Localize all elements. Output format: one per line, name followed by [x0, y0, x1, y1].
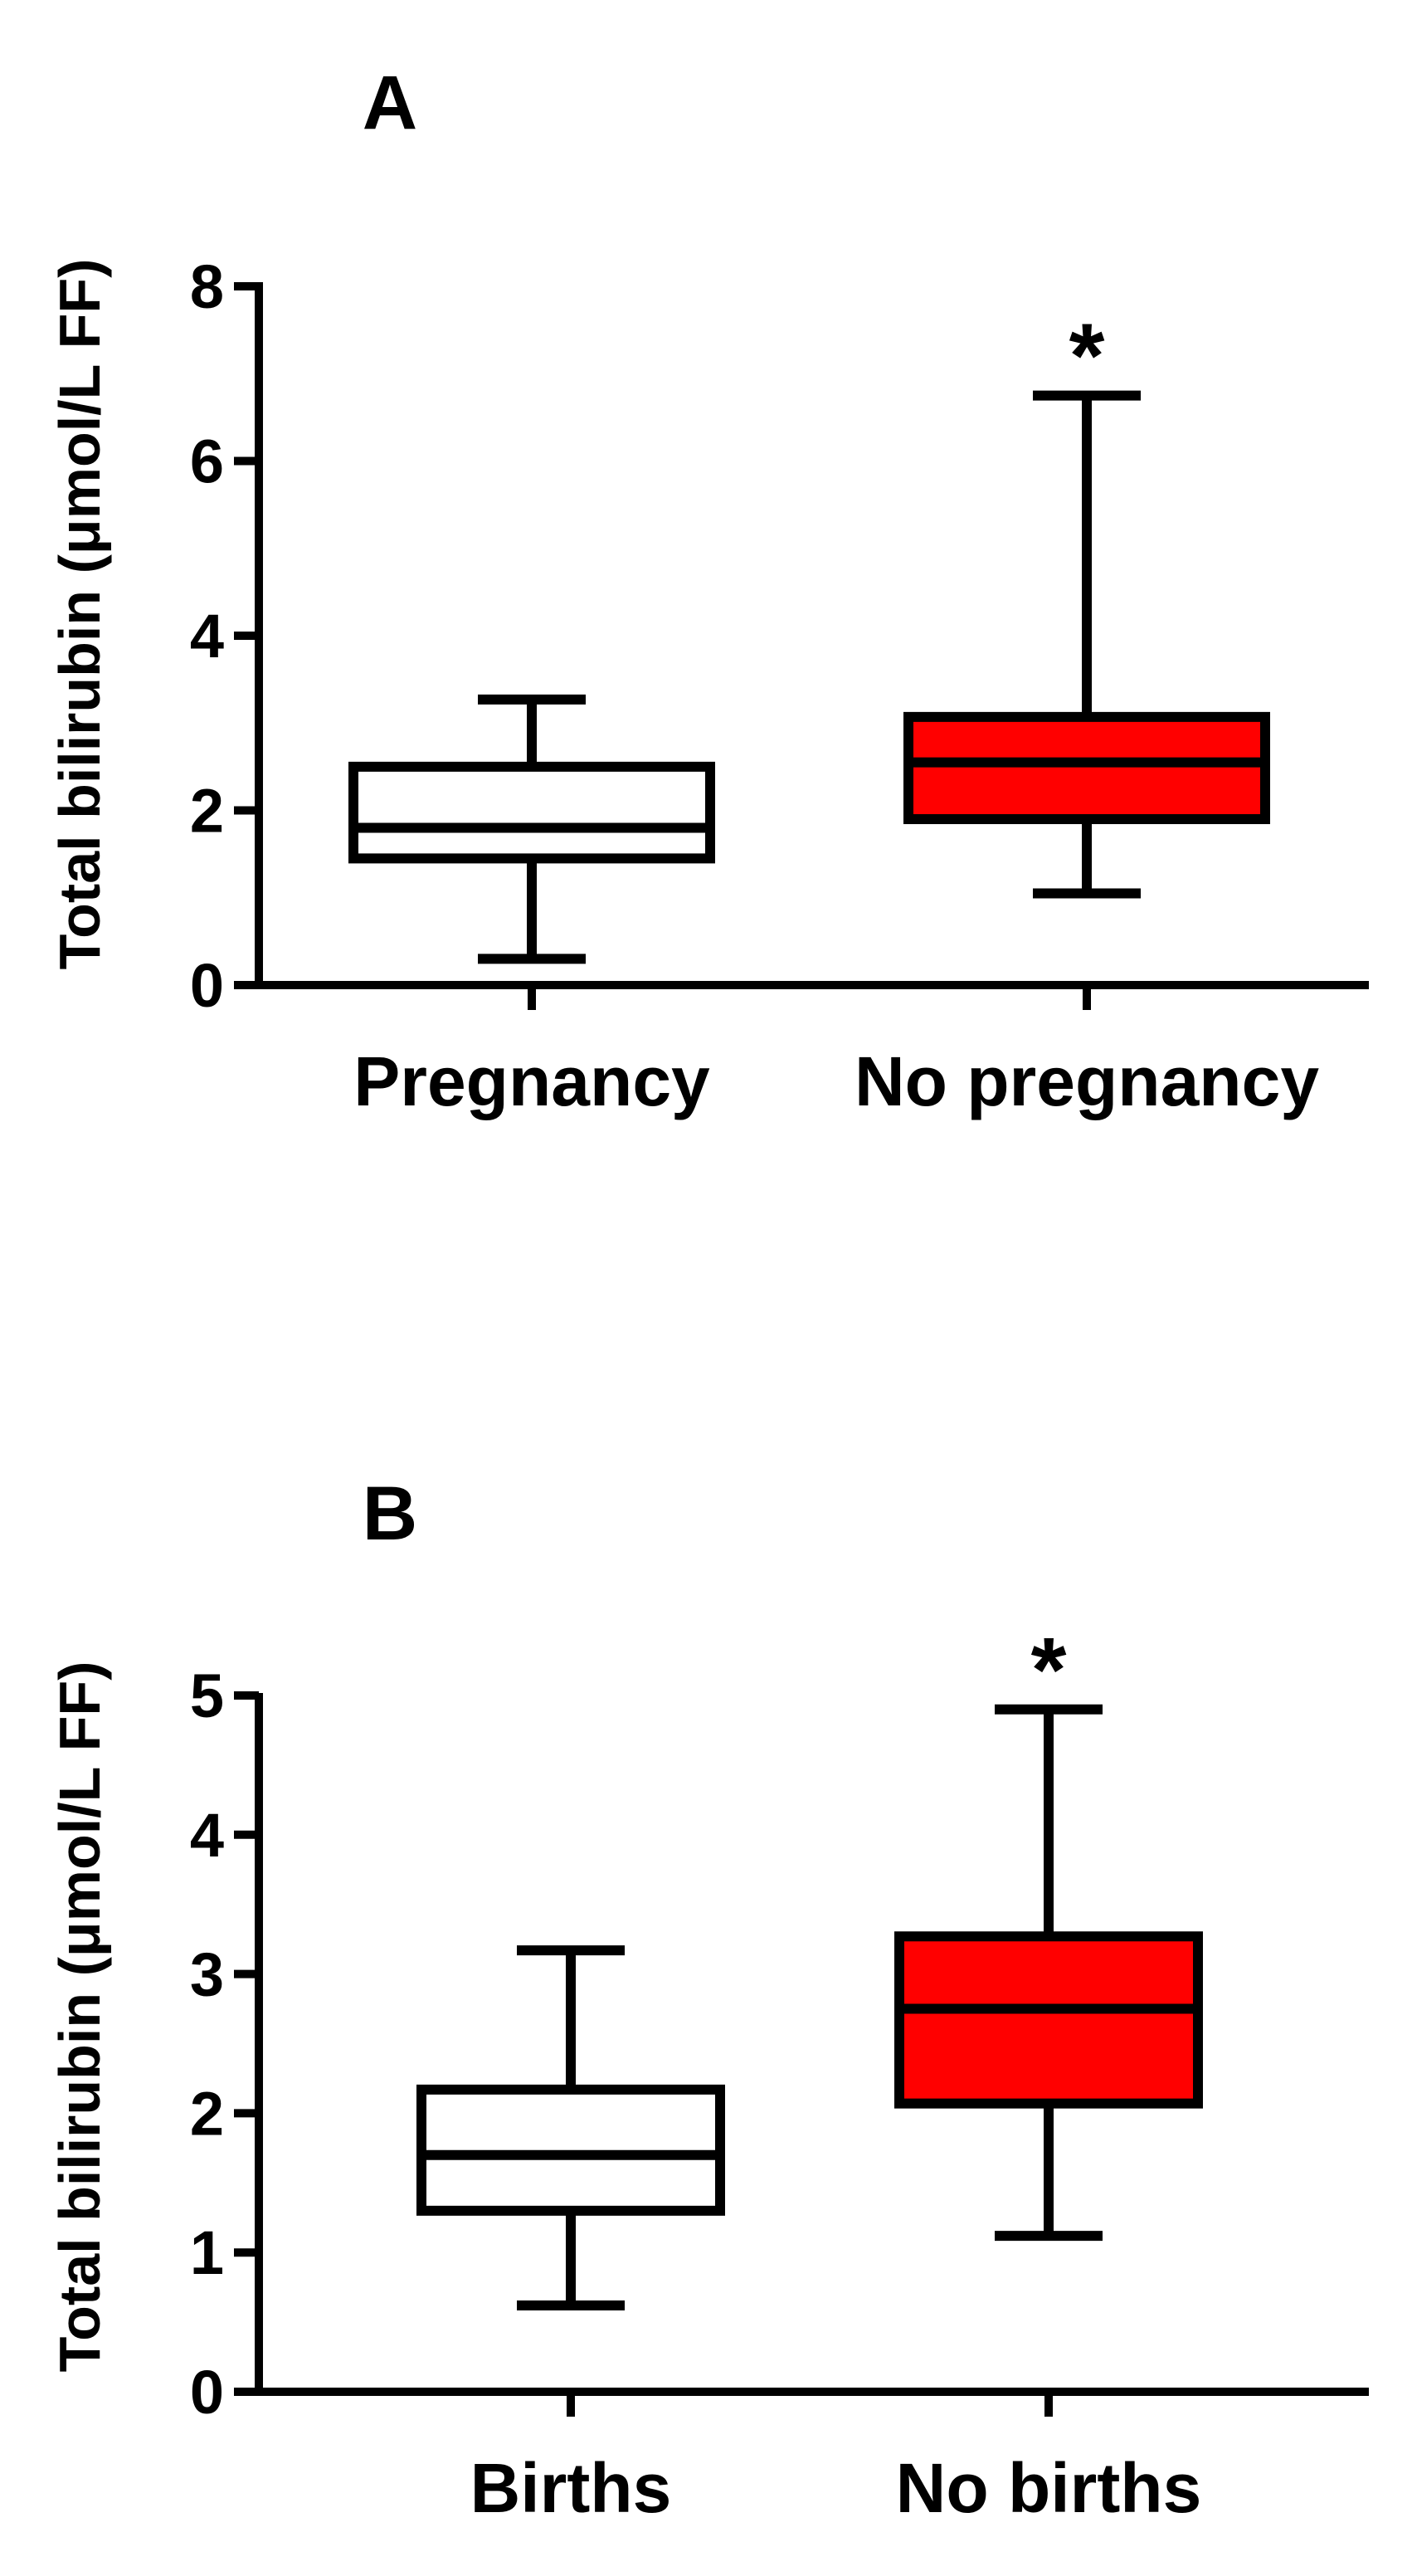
- panel-a: A Total bilirubin (μmol/L FF) 0 2 4 6 8 Pregn…: [47, 61, 1369, 1120]
- panel-b-y-tick-label: 4: [190, 1801, 224, 1870]
- panel-a-significance-marker: *: [1069, 305, 1105, 407]
- panel-b-y-tick-label: 1: [190, 2218, 224, 2287]
- panel-a-label: A: [363, 61, 417, 145]
- panel-b-x-tick-label: Births: [470, 2449, 672, 2527]
- panel-b-significance-marker: *: [1031, 1619, 1067, 1721]
- panel-a-y-tick-label: 0: [190, 951, 224, 1020]
- panel-b-box-1: [894, 1931, 1203, 2109]
- panel-b-y-tick-label: 2: [190, 2079, 224, 2148]
- panel-b-y-tick-label: 5: [190, 1661, 224, 1730]
- panel-a-y-tick-label: 8: [190, 252, 224, 321]
- panel-b-plot: 0 1 2 3 4 5 Births No births *: [190, 1619, 1203, 2527]
- panel-a-y-axis-label: Total bilirubin (μmol/L FF): [47, 259, 112, 970]
- panel-a-x-tick-label: Pregnancy: [353, 1042, 710, 1120]
- panel-a-plot: 0 2 4 6 8 Pregnancy No pregnancy *: [190, 252, 1319, 1120]
- panel-a-y-tick-label: 2: [190, 777, 224, 846]
- panel-b-y-tick-label: 3: [190, 1940, 224, 2009]
- panel-b: B Total bilirubin (μmol/L FF) 0 1 2 3 4 5 Birt…: [47, 1471, 1369, 2527]
- panel-a-box-1: [903, 711, 1270, 825]
- panel-a-x-tick-label: No pregnancy: [855, 1042, 1319, 1120]
- panel-a-y-tick-label: 4: [190, 602, 224, 671]
- panel-b-x-tick-label: No births: [896, 2449, 1202, 2527]
- panel-b-y-tick-label: 0: [190, 2358, 224, 2427]
- panel-a-box-0: [348, 761, 715, 864]
- panel-a-y-tick-label: 6: [190, 427, 224, 496]
- panel-b-label: B: [363, 1471, 417, 1556]
- panel-b-y-axis-label: Total bilirubin (μmol/L FF): [47, 1661, 112, 2373]
